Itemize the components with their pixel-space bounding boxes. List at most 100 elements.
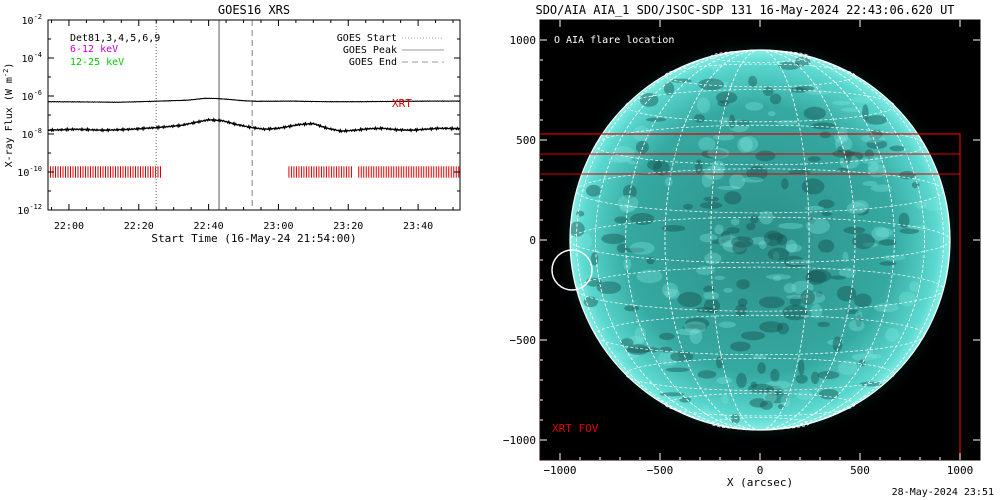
active-bright-region (840, 107, 865, 112)
active-bright-region (861, 134, 886, 143)
goes-x-tick-label: 23:20 (333, 221, 363, 232)
coronal-dark-region (703, 196, 719, 202)
active-bright-region (796, 390, 813, 401)
active-bright-region (662, 282, 679, 298)
coronal-dark-region (818, 388, 839, 400)
longitude-gridline (710, 49, 810, 431)
coronal-dark-region (810, 371, 820, 385)
active-bright-region (703, 291, 720, 300)
sun-limb (569, 49, 951, 431)
xrs-short-channel-line (47, 117, 460, 134)
active-bright-region (837, 360, 858, 376)
coronal-dark-region (788, 169, 811, 175)
coronal-dark-region (801, 178, 825, 195)
active-bright-region (875, 227, 894, 238)
active-bright-region (749, 236, 771, 245)
coronal-dark-region (601, 233, 626, 245)
coronal-dark-region (800, 289, 815, 305)
coronal-dark-region (736, 372, 747, 389)
active-bright-region (628, 336, 645, 346)
active-bright-region (765, 274, 792, 280)
coronal-dark-region (837, 167, 849, 173)
active-bright-region (607, 156, 632, 163)
coronal-dark-region (836, 285, 857, 302)
active-bright-region (714, 224, 724, 235)
active-bright-region (870, 184, 892, 192)
coronal-dark-region (694, 306, 717, 313)
coronal-dark-region (843, 226, 866, 234)
coronal-dark-region (583, 296, 598, 308)
active-bright-region (718, 321, 736, 328)
coronal-dark-region (843, 149, 852, 165)
coronal-dark-region (899, 228, 920, 235)
coronal-dark-region (695, 159, 703, 175)
coronal-dark-region (749, 398, 768, 408)
active-bright-region (785, 239, 797, 253)
active-bright-region (615, 350, 640, 360)
active-bright-region (846, 201, 867, 215)
coronal-dark-region (703, 285, 715, 293)
active-bright-region (696, 97, 711, 114)
active-bright-region (778, 222, 804, 229)
coronal-dark-region (821, 212, 832, 217)
coronal-dark-region (740, 331, 766, 341)
coronal-dark-region (810, 122, 835, 130)
active-bright-region (629, 241, 655, 255)
coronal-dark-region (817, 321, 830, 327)
coronal-dark-region (645, 117, 667, 122)
active-bright-region (636, 269, 663, 284)
active-bright-region (842, 251, 849, 263)
active-bright-region (772, 275, 782, 281)
coronal-dark-region (758, 296, 785, 309)
active-bright-region (851, 96, 874, 104)
xrt-label: XRT (392, 97, 412, 110)
active-bright-region (718, 234, 739, 248)
coronal-dark-region (764, 392, 790, 404)
coronal-dark-region (737, 298, 748, 307)
coronal-dark-region (658, 332, 675, 341)
goes-y-tick-label: 10-2 (22, 13, 42, 27)
coronal-dark-region (590, 252, 599, 266)
coronal-dark-region (763, 86, 774, 97)
active-bright-region (664, 288, 680, 299)
coronal-dark-region (866, 139, 888, 150)
goes-y-tick-label: 10-8 (22, 127, 42, 141)
active-bright-region (785, 243, 802, 253)
coronal-dark-region (647, 159, 662, 170)
coronal-dark-region (736, 279, 750, 290)
coronal-dark-region (730, 414, 741, 424)
coronal-dark-region (626, 247, 645, 253)
active-bright-region (765, 380, 791, 390)
active-bright-region (898, 291, 916, 307)
coronal-dark-region (732, 240, 747, 255)
coronal-dark-region (818, 199, 835, 209)
active-bright-region (708, 80, 729, 87)
active-bright-region (721, 394, 729, 405)
coronal-dark-region (730, 341, 751, 352)
coronal-dark-region (798, 359, 805, 376)
active-bright-region (786, 294, 806, 299)
coronal-dark-region (830, 275, 847, 280)
active-bright-region (576, 233, 593, 250)
coronal-dark-region (795, 374, 808, 384)
active-bright-region (834, 136, 853, 152)
coronal-dark-region (889, 145, 905, 152)
coronal-dark-region (807, 156, 821, 163)
goes-y-tick-label: 10-10 (17, 165, 42, 179)
active-bright-region (707, 147, 730, 159)
coronal-dark-region (859, 381, 883, 387)
coronal-dark-region (735, 304, 748, 317)
coronal-dark-region (865, 115, 888, 125)
coronal-dark-region (746, 222, 756, 231)
coronal-dark-region (652, 160, 670, 176)
coronal-dark-region (757, 362, 766, 374)
coronal-dark-region (837, 146, 844, 153)
coronal-dark-region (717, 100, 729, 107)
active-bright-region (863, 242, 878, 248)
active-bright-region (701, 405, 711, 418)
coronal-dark-region (852, 206, 869, 216)
coronal-dark-region (748, 75, 758, 87)
coronal-dark-region (759, 321, 783, 333)
xrt-fov-strip (540, 153, 961, 175)
aia-x-tick-label: −500 (647, 464, 674, 477)
